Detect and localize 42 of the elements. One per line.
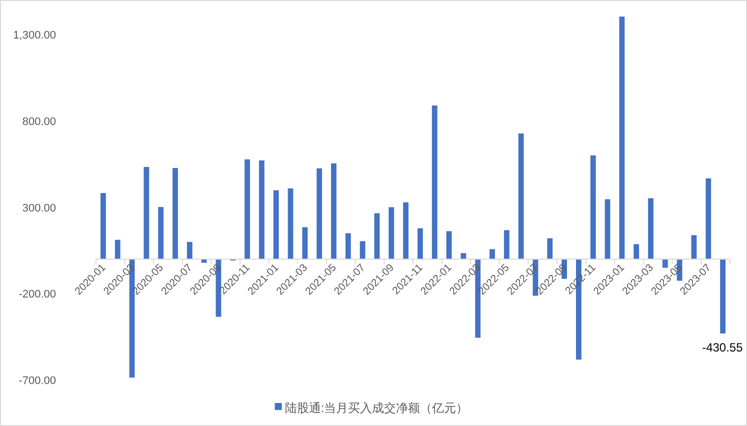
bar <box>331 163 336 260</box>
bar <box>460 253 466 260</box>
bar <box>374 213 380 260</box>
bar <box>418 228 423 260</box>
bar <box>316 168 322 260</box>
bar <box>720 259 726 334</box>
y-tick-label: -200.00 <box>18 288 56 301</box>
bar <box>403 202 408 260</box>
bar <box>648 198 654 260</box>
bar <box>634 244 640 260</box>
y-tick-label: 800.00 <box>22 116 56 128</box>
bar <box>706 178 712 260</box>
bar <box>144 166 150 260</box>
bar <box>158 207 164 260</box>
bar <box>244 159 250 260</box>
bar <box>273 190 279 260</box>
bar <box>360 241 366 260</box>
bar <box>201 259 207 263</box>
bar <box>288 188 294 260</box>
bar <box>446 231 452 260</box>
bar <box>691 235 697 260</box>
y-tick-label: -700.00 <box>18 375 56 387</box>
bar <box>604 199 610 260</box>
bar <box>172 168 178 260</box>
bar <box>186 242 192 260</box>
bar <box>504 230 510 260</box>
bar <box>490 249 495 260</box>
bar <box>547 238 553 260</box>
bar <box>388 207 394 260</box>
bar <box>259 160 264 260</box>
bar <box>114 240 120 260</box>
y-tick-label: 300.00 <box>22 202 56 214</box>
bar <box>518 133 524 260</box>
bar <box>432 106 438 260</box>
data-label: -430.55 <box>702 340 744 354</box>
bar <box>619 16 625 260</box>
bar <box>590 155 596 260</box>
bar <box>302 227 308 260</box>
bar <box>100 193 106 260</box>
y-tick-label: 1,300.00 <box>13 30 56 42</box>
bar <box>345 233 351 260</box>
legend: 陆股通:当月买入成交净额（亿元） <box>274 401 468 415</box>
